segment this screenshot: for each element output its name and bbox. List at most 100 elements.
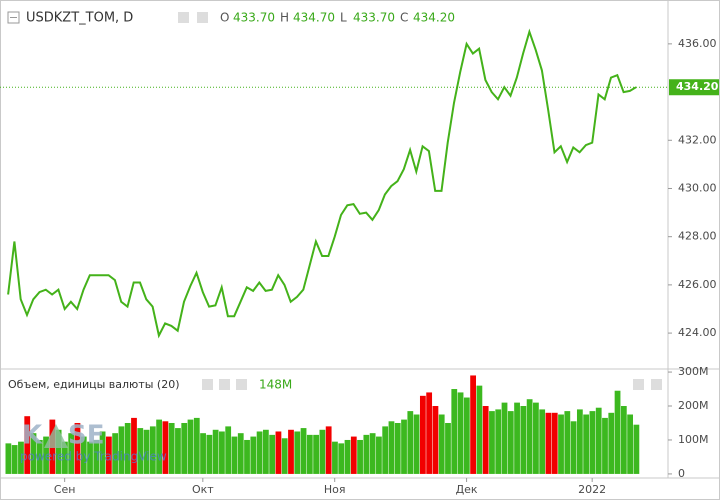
volume-bar xyxy=(526,399,533,474)
volume-bar xyxy=(62,441,68,474)
y-tick-label: 200M xyxy=(678,399,709,412)
settings-icon[interactable] xyxy=(219,379,230,390)
x-tick-label: 2022 xyxy=(578,483,606,496)
volume-bar xyxy=(68,433,75,474)
volume-bar xyxy=(608,412,615,474)
ohlc-key: L xyxy=(340,11,347,25)
y-tick-label: 300M xyxy=(678,365,709,378)
volume-bar xyxy=(539,409,546,474)
volume-bar xyxy=(200,433,206,474)
volume-bar xyxy=(18,441,24,474)
volume-bar xyxy=(332,441,338,474)
header-icons xyxy=(178,12,662,390)
ohlc-key: H xyxy=(280,11,289,25)
settings-icon[interactable] xyxy=(197,12,208,23)
eye-icon[interactable] xyxy=(202,379,213,390)
volume-bar xyxy=(482,406,489,474)
volume-bar xyxy=(269,434,276,474)
x-tick-label: Дек xyxy=(456,483,478,496)
y-tick-label: 436.00 xyxy=(678,37,717,50)
volume-bar xyxy=(162,421,169,474)
volume-bar xyxy=(36,439,43,474)
volume-bar xyxy=(124,422,131,474)
volume-bar xyxy=(413,414,420,474)
collapse-icon[interactable] xyxy=(7,11,20,24)
volume-bar xyxy=(156,419,162,474)
volume-bar xyxy=(614,390,621,474)
last-price-label: 434.20 xyxy=(676,80,719,93)
volume-bar xyxy=(457,392,464,474)
volume-bar xyxy=(438,414,445,474)
volume-bar xyxy=(306,434,313,474)
volume-bar xyxy=(99,431,106,474)
volume-bar xyxy=(388,421,395,474)
volume-bar xyxy=(206,434,213,474)
volume-bar xyxy=(231,436,238,474)
volume-bar xyxy=(212,429,219,474)
x-tick-label: Ноя xyxy=(324,483,346,496)
volume-bar xyxy=(87,441,93,474)
volume-bar xyxy=(244,439,250,474)
y-tick-label: 430.00 xyxy=(678,181,717,194)
volume-bar xyxy=(118,426,125,474)
wm: powered by TradingView xyxy=(20,450,167,464)
volume-bar xyxy=(175,428,181,474)
wm-logo xyxy=(44,424,68,448)
volume-bar xyxy=(426,392,433,474)
volume-bar xyxy=(620,406,627,474)
y-tick-label: 424.00 xyxy=(678,326,717,339)
volume-bar xyxy=(495,409,502,474)
volume-bar xyxy=(489,411,495,474)
volume-bar xyxy=(193,417,200,474)
ohlc-value: 434.70 xyxy=(293,11,335,25)
move-down-icon[interactable] xyxy=(651,379,662,390)
volume-bar xyxy=(627,414,633,474)
volume-bar xyxy=(344,439,351,474)
y-tick-label: 432.00 xyxy=(678,133,717,146)
volume-bar xyxy=(181,422,188,474)
volume-bar xyxy=(237,433,244,474)
volume-bar xyxy=(313,434,319,474)
volume-bar xyxy=(602,417,608,474)
volume-bar xyxy=(558,414,564,474)
x-tick-label: Окт xyxy=(192,483,214,496)
volume-bar xyxy=(394,422,401,474)
volume-bar xyxy=(514,402,520,474)
volume-bar xyxy=(30,433,37,474)
eye-icon[interactable] xyxy=(178,12,189,23)
wm: K xyxy=(22,421,43,451)
volume-bar xyxy=(576,409,583,474)
volume-bar xyxy=(407,411,414,474)
volume-bar xyxy=(533,402,539,474)
volume-bar xyxy=(319,429,326,474)
volume-bar xyxy=(545,412,552,474)
close-icon[interactable] xyxy=(236,379,247,390)
volume-bar xyxy=(105,436,112,474)
volume-bar xyxy=(131,417,137,474)
volume-bar xyxy=(551,412,558,474)
volume-bar xyxy=(149,426,156,474)
move-up-icon[interactable] xyxy=(633,379,644,390)
y-tick-label: 0 xyxy=(678,467,685,480)
volume-bar xyxy=(5,443,12,474)
volume-bar xyxy=(382,426,389,474)
volume-bar xyxy=(432,406,439,474)
volume-bar xyxy=(633,424,640,474)
volume-bar xyxy=(363,434,370,474)
volume-bar xyxy=(74,422,81,474)
y-tick-label: 426.00 xyxy=(678,278,717,291)
volume-bar xyxy=(262,429,269,474)
volume-bar xyxy=(338,443,345,474)
wm: SE xyxy=(68,421,105,451)
volume-bar xyxy=(463,397,470,474)
volume-bar xyxy=(376,436,382,474)
volume-bar xyxy=(168,422,175,474)
volume-title: Объем, единицы валюты (20) xyxy=(8,378,180,391)
y-tick-label: 428.00 xyxy=(678,230,717,243)
volume-bar xyxy=(281,438,288,474)
volume-bar xyxy=(137,428,144,474)
x-tick-label: Сен xyxy=(54,483,76,496)
last-price-box xyxy=(669,79,719,96)
ohlc-value: 434.20 xyxy=(413,11,455,25)
volume-bar xyxy=(225,426,232,474)
